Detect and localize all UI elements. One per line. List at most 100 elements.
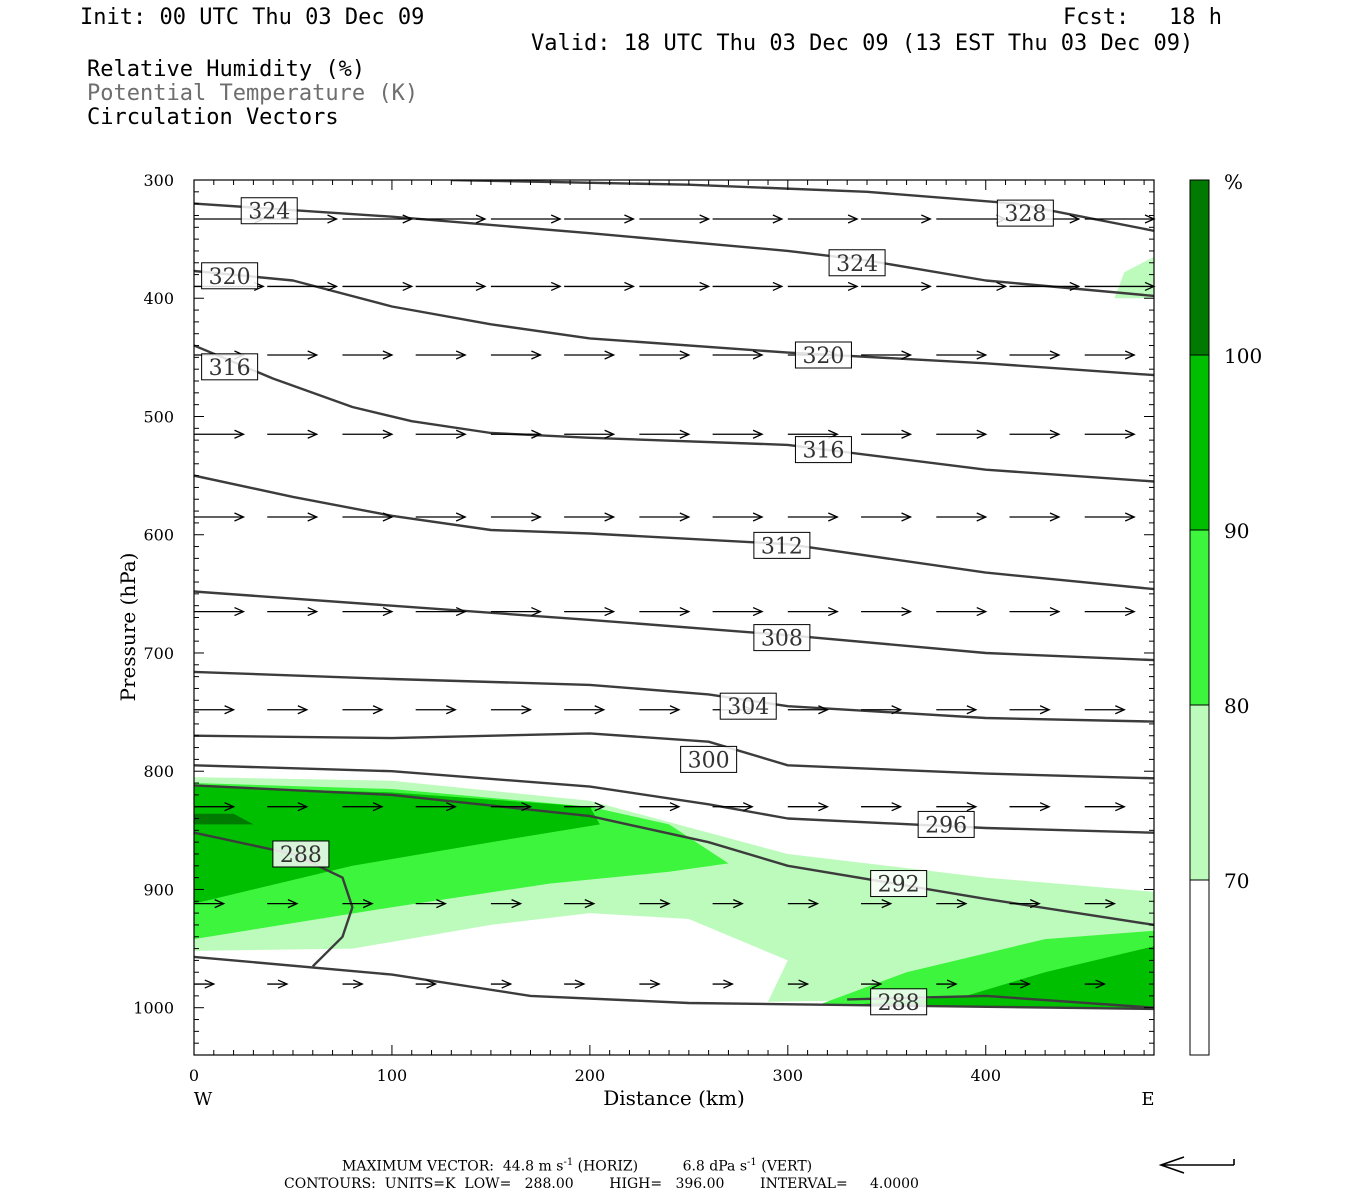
vector-head — [1115, 705, 1126, 715]
vector-head — [594, 802, 606, 812]
isentrope-line — [194, 269, 1154, 377]
isentrope-label-text: 288 — [280, 843, 322, 868]
circulation-vector — [415, 705, 457, 715]
circulation-vector — [490, 899, 523, 909]
circulation-vector — [936, 705, 978, 715]
colorbar-border — [1189, 179, 1210, 1056]
vector-head — [1039, 705, 1051, 715]
circulation-vector — [861, 429, 913, 439]
vector-head — [521, 802, 533, 812]
isentrope-label-box — [272, 840, 330, 868]
vector-head — [1049, 512, 1061, 522]
isentrope-label-text: 308 — [761, 627, 803, 652]
vector-head — [1095, 979, 1107, 989]
vector-head — [604, 429, 616, 439]
vector-head — [901, 606, 913, 617]
vector-head — [828, 512, 839, 522]
circulation-vector — [861, 979, 883, 989]
isentrope-label: 300 — [680, 745, 738, 773]
vector-head — [723, 979, 734, 989]
isentrope-line — [194, 784, 1154, 927]
circulation-vector — [490, 429, 542, 439]
vector-head — [1049, 606, 1061, 617]
vector-head — [679, 350, 691, 360]
circulation-vector — [787, 705, 830, 715]
isentrope-label-text: 316 — [802, 439, 844, 464]
circulation-vector — [490, 281, 562, 292]
isentrope-label-box — [201, 262, 259, 290]
circulation-vector — [342, 802, 384, 812]
circulation-vector — [342, 899, 374, 909]
isentrope-label-text: 328 — [1004, 202, 1046, 227]
vector-head — [742, 802, 754, 812]
vector-head — [550, 214, 562, 224]
vector-head — [455, 350, 467, 360]
circulation-vector — [639, 512, 691, 522]
vector-head — [604, 350, 616, 360]
x-tick-label: 0 — [189, 1066, 199, 1085]
vector-head — [921, 281, 932, 292]
isentrope-label-box — [828, 249, 886, 277]
vert-exponent: -1 — [747, 1157, 757, 1168]
vector-head — [584, 899, 596, 909]
y-tick-label: 500 — [143, 407, 174, 426]
vector-head — [1020, 979, 1031, 989]
vector-head — [204, 979, 216, 989]
colorbar-level-label: 100 — [1224, 344, 1262, 368]
circulation-vector — [267, 802, 309, 812]
circulation-vector — [1009, 281, 1081, 292]
vector-head — [214, 899, 226, 909]
vector-head — [455, 429, 467, 439]
y-tick-label: 300 — [143, 171, 174, 190]
circulation-vector — [861, 350, 913, 360]
vector-head — [669, 705, 681, 715]
vector-head — [352, 979, 364, 989]
isentrope-label-box — [753, 531, 811, 559]
circulation-vector — [936, 429, 988, 439]
vector-head — [1115, 802, 1126, 812]
horiz-exponent: -1 — [563, 1157, 574, 1168]
vector-head — [307, 512, 319, 522]
isentrope-label: 312 — [753, 531, 811, 559]
isentrope-label: 328 — [996, 199, 1054, 227]
isentrope-label-box — [870, 988, 928, 1016]
circulation-vector — [1084, 512, 1136, 522]
vector-head — [224, 802, 236, 812]
isentrope-label: 308 — [753, 624, 811, 652]
circulation-vector — [267, 429, 319, 439]
vector-head — [624, 214, 636, 224]
isentrope-label-text: 312 — [761, 534, 803, 559]
circulation-vector — [415, 899, 447, 909]
vector-head — [976, 429, 988, 439]
vector-head — [891, 802, 903, 812]
circulation-vector — [861, 899, 893, 909]
colorbar-unit: % — [1224, 170, 1243, 194]
isentrope-line — [194, 670, 1154, 723]
vector-head — [550, 281, 562, 292]
vector-head — [446, 802, 457, 812]
y-tick-label: 700 — [143, 644, 174, 663]
circulation-vector — [415, 512, 467, 522]
circulation-vector — [936, 802, 978, 812]
circulation-vector — [639, 214, 711, 224]
y-tick-label: 600 — [143, 526, 174, 545]
vector-head — [752, 512, 764, 522]
vector-head — [1105, 899, 1117, 909]
circulation-vector — [936, 899, 968, 909]
circulation-vector — [415, 214, 487, 224]
vector-head — [297, 705, 309, 715]
vector-head — [1124, 350, 1136, 360]
circulation-vector — [936, 606, 988, 617]
x-tick-label: 100 — [377, 1066, 408, 1085]
horiz-label: (HORIZ) — [577, 1158, 639, 1175]
isentrope-label-text: 324 — [248, 200, 290, 225]
circulation-vector — [787, 802, 830, 812]
isentrope-line — [194, 764, 1154, 834]
vector-head — [996, 281, 1008, 292]
circulation-vector — [639, 350, 691, 360]
circulation-vector — [1009, 979, 1031, 989]
vector-head — [798, 979, 810, 989]
isentrope-label-box — [680, 745, 738, 773]
vector-head — [1029, 899, 1041, 909]
vector-head — [234, 512, 246, 522]
